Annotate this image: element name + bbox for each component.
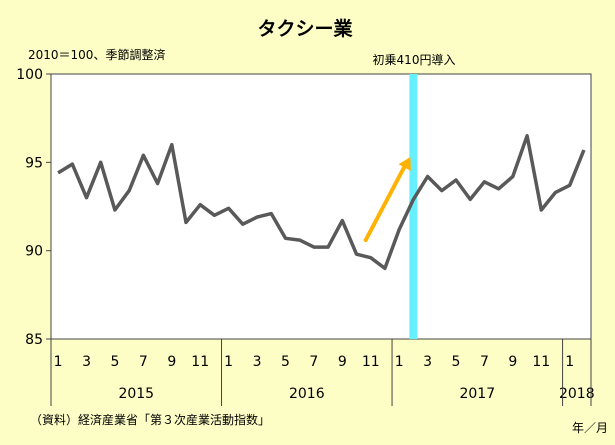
x-month-label: 1: [565, 354, 574, 370]
x-month-label: 5: [452, 354, 461, 370]
x-month-label: 7: [480, 354, 489, 370]
x-year-label: 2016: [289, 386, 325, 402]
x-month-label: 1: [224, 354, 233, 370]
annotation-marker-bar: [409, 74, 418, 339]
x-unit-label: 年／月: [572, 421, 608, 435]
series-line: [57, 134, 586, 271]
x-month-label: 11: [532, 354, 550, 370]
x-month-label: 11: [191, 354, 209, 370]
x-month-label: 9: [167, 354, 176, 370]
x-month-label: 3: [253, 354, 262, 370]
x-month-label: 5: [110, 354, 119, 370]
x-month-label: 3: [423, 354, 432, 370]
x-month-label: 1: [54, 354, 63, 370]
plot-area: [50, 73, 592, 340]
y-tick-label: 90: [25, 244, 43, 260]
chart-subtitle: 2010＝100、季節調整済: [28, 47, 165, 62]
x-month-label: 9: [338, 354, 347, 370]
y-tick-label: 85: [25, 332, 43, 348]
x-month-label: 3: [82, 354, 91, 370]
trend-arrow-shaft: [363, 161, 409, 243]
x-month-label: 9: [508, 354, 517, 370]
x-month-label: 1: [395, 354, 404, 370]
x-year-label: 2015: [118, 386, 154, 402]
x-month-label: 7: [139, 354, 148, 370]
trend-arrow-head: [398, 157, 411, 171]
x-year-label: 2018: [559, 386, 595, 402]
x-month-label: 5: [281, 354, 290, 370]
x-month-label: 7: [309, 354, 318, 370]
annotation-label: 初乗410円導入: [373, 53, 456, 67]
y-tick-label: 100: [16, 67, 43, 83]
source-note: （資料）経済産業省「第３次産業活動指数」: [30, 412, 270, 427]
x-month-label: 11: [362, 354, 380, 370]
chart-title: タクシー業: [257, 17, 353, 40]
x-year-label: 2017: [459, 386, 495, 402]
y-tick-label: 95: [25, 155, 43, 171]
